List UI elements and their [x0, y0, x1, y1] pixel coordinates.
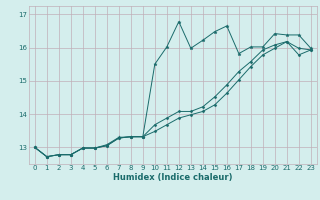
X-axis label: Humidex (Indice chaleur): Humidex (Indice chaleur) — [113, 173, 233, 182]
